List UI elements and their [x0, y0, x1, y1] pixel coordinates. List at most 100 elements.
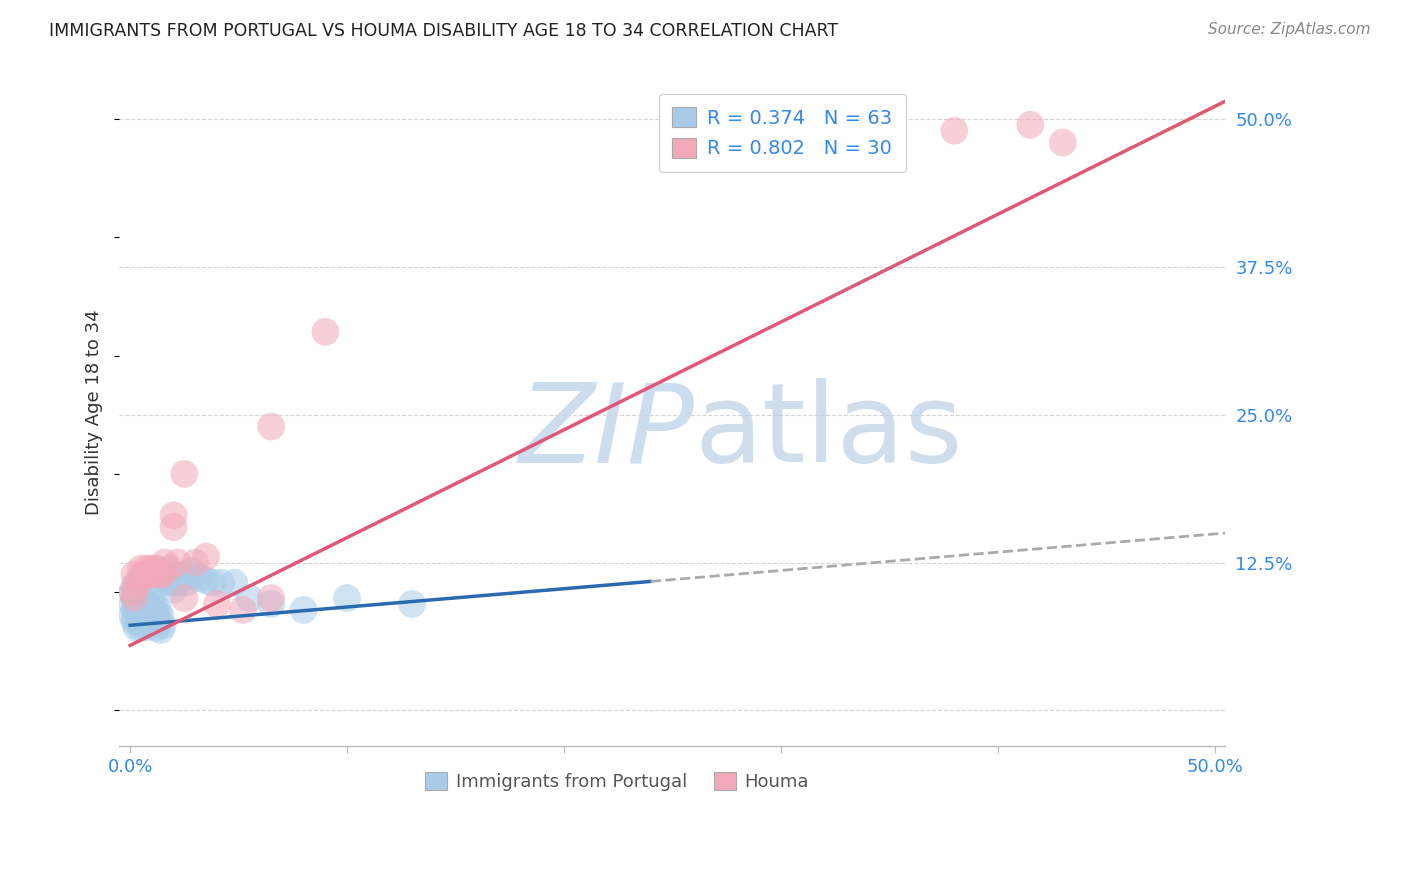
Point — [149, 608, 172, 623]
Point — [260, 419, 283, 434]
Point — [138, 567, 160, 582]
Point — [125, 608, 148, 623]
Point — [143, 567, 166, 582]
Point — [129, 597, 152, 611]
Point — [124, 615, 146, 629]
Point — [141, 615, 163, 629]
Y-axis label: Disability Age 18 to 34: Disability Age 18 to 34 — [86, 309, 103, 515]
Point — [136, 561, 159, 575]
Point — [145, 621, 167, 635]
Point — [1052, 136, 1074, 150]
Point — [128, 591, 150, 605]
Point — [129, 561, 152, 575]
Point — [143, 599, 166, 614]
Point — [173, 467, 195, 481]
Point — [132, 615, 155, 629]
Point — [314, 325, 336, 339]
Point — [148, 615, 170, 629]
Point — [125, 579, 148, 593]
Point — [224, 575, 246, 590]
Point — [180, 564, 202, 578]
Point — [153, 564, 176, 578]
Text: atlas: atlas — [695, 378, 963, 485]
Point — [260, 591, 283, 605]
Point — [129, 621, 152, 635]
Point — [160, 575, 183, 590]
Point — [943, 124, 966, 138]
Point — [128, 574, 150, 588]
Point — [195, 549, 218, 564]
Point — [124, 603, 146, 617]
Point — [165, 567, 187, 582]
Point — [134, 607, 156, 621]
Point — [143, 611, 166, 625]
Point — [162, 520, 184, 534]
Point — [152, 618, 174, 632]
Point — [157, 571, 180, 585]
Point — [145, 561, 167, 575]
Point — [162, 508, 184, 523]
Text: IMMIGRANTS FROM PORTUGAL VS HOUMA DISABILITY AGE 18 TO 34 CORRELATION CHART: IMMIGRANTS FROM PORTUGAL VS HOUMA DISABI… — [49, 22, 838, 40]
Point — [138, 605, 160, 619]
Point — [205, 597, 228, 611]
Point — [166, 556, 188, 570]
Point — [162, 582, 184, 597]
Point — [124, 567, 146, 582]
Point — [149, 567, 172, 582]
Point — [173, 571, 195, 585]
Point — [136, 611, 159, 625]
Point — [136, 588, 159, 602]
Point — [260, 597, 283, 611]
Point — [141, 603, 163, 617]
Point — [136, 599, 159, 614]
Point — [132, 603, 155, 617]
Point — [132, 567, 155, 582]
Point — [129, 608, 152, 623]
Point — [201, 575, 224, 590]
Point — [121, 585, 143, 599]
Point — [153, 574, 176, 588]
Point — [1019, 118, 1042, 132]
Point — [128, 615, 150, 629]
Point — [238, 591, 260, 605]
Point — [173, 591, 195, 605]
Point — [153, 556, 176, 570]
Point — [292, 603, 315, 617]
Point — [121, 585, 143, 599]
Point — [134, 594, 156, 608]
Legend: Immigrants from Portugal, Houma: Immigrants from Portugal, Houma — [412, 759, 823, 804]
Point — [134, 567, 156, 582]
Point — [138, 617, 160, 632]
Point — [125, 621, 148, 635]
Point — [166, 571, 188, 585]
Point — [336, 591, 359, 605]
Point — [124, 591, 146, 605]
Point — [156, 575, 179, 590]
Point — [125, 585, 148, 599]
Point — [149, 623, 172, 637]
Point — [209, 575, 232, 590]
Point — [124, 579, 146, 593]
Point — [148, 603, 170, 617]
Point — [132, 591, 155, 605]
Point — [152, 567, 174, 582]
Point — [401, 597, 423, 611]
Point — [125, 597, 148, 611]
Point — [184, 556, 207, 570]
Point — [121, 608, 143, 623]
Point — [169, 575, 191, 590]
Point — [145, 607, 167, 621]
Point — [124, 591, 146, 605]
Point — [157, 561, 180, 575]
Point — [188, 571, 211, 585]
Point — [141, 561, 163, 575]
Text: Source: ZipAtlas.com: Source: ZipAtlas.com — [1208, 22, 1371, 37]
Point — [128, 603, 150, 617]
Point — [232, 603, 254, 617]
Point — [121, 597, 143, 611]
Point — [195, 574, 218, 588]
Point — [184, 567, 207, 582]
Text: ZIP: ZIP — [519, 378, 695, 485]
Point — [134, 621, 156, 635]
Point — [176, 575, 198, 590]
